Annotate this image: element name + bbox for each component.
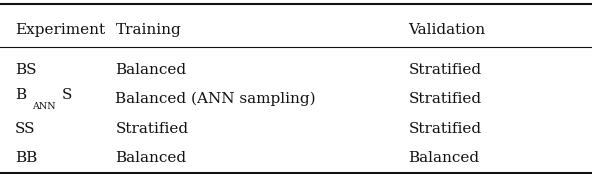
- Text: Validation: Validation: [408, 23, 485, 37]
- Text: S: S: [62, 88, 73, 102]
- Text: BB: BB: [15, 151, 37, 165]
- Text: ANN: ANN: [33, 102, 56, 111]
- Text: Stratified: Stratified: [408, 92, 482, 106]
- Text: SS: SS: [15, 122, 36, 136]
- Text: Balanced: Balanced: [115, 151, 186, 165]
- Text: Experiment: Experiment: [15, 23, 105, 37]
- Text: Stratified: Stratified: [115, 122, 189, 136]
- Text: Balanced: Balanced: [408, 151, 480, 165]
- Text: Stratified: Stratified: [408, 122, 482, 136]
- Text: Training: Training: [115, 23, 181, 37]
- Text: Balanced (ANN sampling): Balanced (ANN sampling): [115, 92, 316, 106]
- Text: BS: BS: [15, 63, 36, 77]
- Text: B: B: [15, 88, 26, 102]
- Text: Stratified: Stratified: [408, 63, 482, 77]
- Text: Balanced: Balanced: [115, 63, 186, 77]
